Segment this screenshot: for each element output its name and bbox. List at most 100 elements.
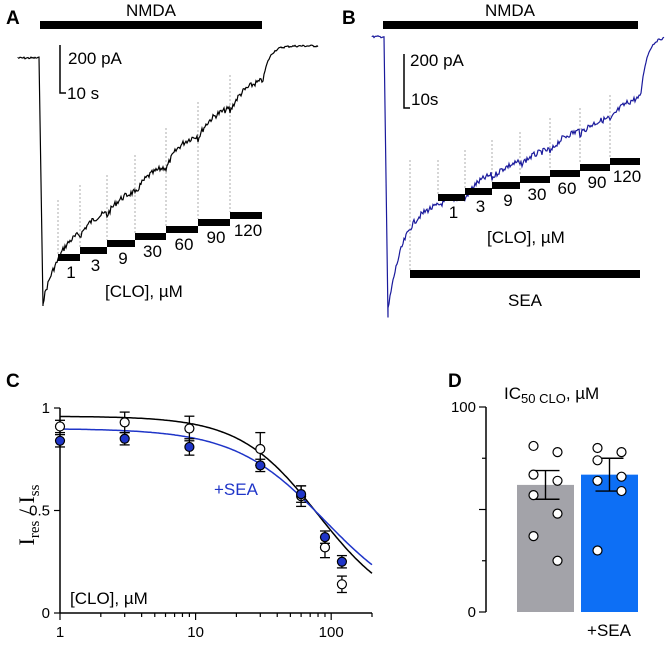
panel-b-step-label: 60 <box>558 179 577 198</box>
panel-d-category-sea: +SEA <box>587 621 632 640</box>
panel-b-current-trace <box>371 35 665 318</box>
panel-d-data-point <box>616 447 627 458</box>
panel-b-concentration-steps: 1 3 9 30 60 90 120 <box>438 158 641 222</box>
panel-c-point-control <box>255 443 266 455</box>
panel-b-step-label: 3 <box>476 197 485 216</box>
panel-a-step-bar <box>80 247 107 254</box>
panel-a-step-bar <box>107 240 135 247</box>
panel-c-xlabel: [CLO], µM <box>70 589 148 608</box>
panel-d-data-point <box>552 508 563 519</box>
panel-c-ytick-label: 0.5 <box>29 503 50 520</box>
panel-d-title: IC50 CLO, µM <box>504 384 599 406</box>
panel-a-step-bar <box>58 254 80 261</box>
panel-c-data-points <box>54 411 348 594</box>
panel-b-step-label: 120 <box>613 167 641 186</box>
panel-d-ytick-label: 0 <box>468 604 476 621</box>
panel-d-data-point <box>552 475 563 486</box>
panel-b-scale-time: 10s <box>411 90 438 109</box>
panel-c-point-control <box>319 542 331 553</box>
panel-d-bar <box>517 484 574 612</box>
panel-b-nmda-label: NMDA <box>485 1 536 20</box>
panel-b-scale-bar <box>403 54 410 109</box>
panel-a-scale-bar <box>59 45 66 94</box>
panel-a-step-label: 3 <box>91 256 100 275</box>
panel-d-data-point <box>552 447 563 458</box>
panel-d-data-point <box>552 555 563 566</box>
panel-c-point-control <box>184 423 195 434</box>
panel-c-xtick-label: 10 <box>187 624 204 641</box>
panel-c-xtick-label: 1 <box>56 624 64 641</box>
panel-d: D IC50 CLO, µM 0 100 +SEA <box>448 371 638 640</box>
panel-a-current-trace <box>17 44 319 307</box>
panel-a-nmda-bar <box>40 21 262 29</box>
panel-d-axes: 0 100 <box>451 399 487 621</box>
panel-d-data-point <box>616 471 627 482</box>
panel-d-data-point <box>528 469 539 480</box>
panel-b-sea-bar <box>410 270 640 278</box>
panel-a-scale-current: 200 pA <box>68 49 123 68</box>
panel-a-step-label: 9 <box>118 249 127 268</box>
panel-a-step-bar <box>198 219 230 226</box>
panel-b: B NMDA 200 pA 10s 1 3 9 30 60 90 120 [CLO], µM… <box>342 1 665 318</box>
panel-d-bars <box>517 440 638 612</box>
panel-d-data-point <box>616 485 627 497</box>
panel-b-step-bar <box>492 182 520 189</box>
panel-a-xlabel: [CLO], µM <box>105 282 183 301</box>
panel-a: A NMDA 200 pA 10 s 1 3 9 30 60 90 120 [CLO], µ… <box>6 1 319 307</box>
panel-c-point-control <box>54 421 66 432</box>
panel-d-data-point <box>592 442 603 454</box>
panel-b-step-bar <box>610 158 640 165</box>
panel-b-scale-current: 200 pA <box>410 51 465 70</box>
panel-c-label: C <box>6 371 20 392</box>
panel-b-step-bar <box>550 170 580 177</box>
panel-b-step-label: 90 <box>588 173 607 192</box>
panel-d-data-point <box>528 531 539 542</box>
panel-d-data-point <box>528 440 539 452</box>
panel-c-sea-annotation: +SEA <box>214 480 259 499</box>
panel-c-point-sea <box>54 435 66 446</box>
panel-c: C 0 0.5 1 1 10 100 Ires / Iss +SEA [CLO], µM <box>6 371 373 641</box>
panel-b-step-bar <box>438 194 465 201</box>
panel-a-step-bar <box>230 212 262 219</box>
panel-d-data-point <box>592 455 603 466</box>
panel-a-guide-lines <box>57 75 231 254</box>
panel-c-point-sea <box>255 460 266 471</box>
panel-a-scale-time: 10 s <box>67 84 99 103</box>
panel-c-point-sea <box>119 433 130 444</box>
panel-d-bar <box>581 474 638 612</box>
panel-b-step-label: 9 <box>503 191 512 210</box>
panel-c-point-sea <box>319 532 331 543</box>
panel-a-label: A <box>6 8 20 29</box>
panel-c-fit-sea <box>60 428 373 566</box>
panel-b-xlabel: [CLO], µM <box>487 228 565 247</box>
panel-a-step-bar <box>135 233 166 240</box>
panel-d-ytick-label: 100 <box>451 399 476 416</box>
panel-b-step-label: 30 <box>528 185 547 204</box>
panel-c-point-sea <box>184 441 195 453</box>
panel-a-step-label: 30 <box>143 242 162 261</box>
panel-c-point-sea <box>296 489 307 500</box>
panel-c-ytick-label: 1 <box>42 400 50 417</box>
panel-c-point-control <box>336 579 348 590</box>
panel-d-data-point <box>592 475 603 486</box>
panel-b-label: B <box>342 8 356 29</box>
panel-d-label: D <box>448 371 462 392</box>
panel-a-step-label: 1 <box>66 263 75 282</box>
panel-b-step-label: 1 <box>449 203 458 222</box>
panel-b-step-bar <box>580 164 610 171</box>
panel-c-point-control <box>119 417 130 428</box>
panel-c-axes: 0 0.5 1 1 10 100 <box>29 400 373 641</box>
panel-d-data-point <box>592 545 603 556</box>
panel-b-step-bar <box>520 176 550 183</box>
panel-c-ytick-label: 0 <box>42 605 50 622</box>
panel-b-nmda-bar <box>383 21 638 29</box>
panel-c-xtick-label: 100 <box>319 624 344 641</box>
panel-a-step-label: 60 <box>175 235 194 254</box>
panel-b-step-bar <box>465 188 492 195</box>
panel-a-step-label: 120 <box>234 221 262 240</box>
panel-a-nmda-label: NMDA <box>126 1 177 20</box>
panel-c-fit-curves <box>60 415 373 574</box>
panel-a-concentration-steps: 1 3 9 30 60 90 120 <box>58 212 262 282</box>
panel-c-point-sea <box>336 556 348 567</box>
